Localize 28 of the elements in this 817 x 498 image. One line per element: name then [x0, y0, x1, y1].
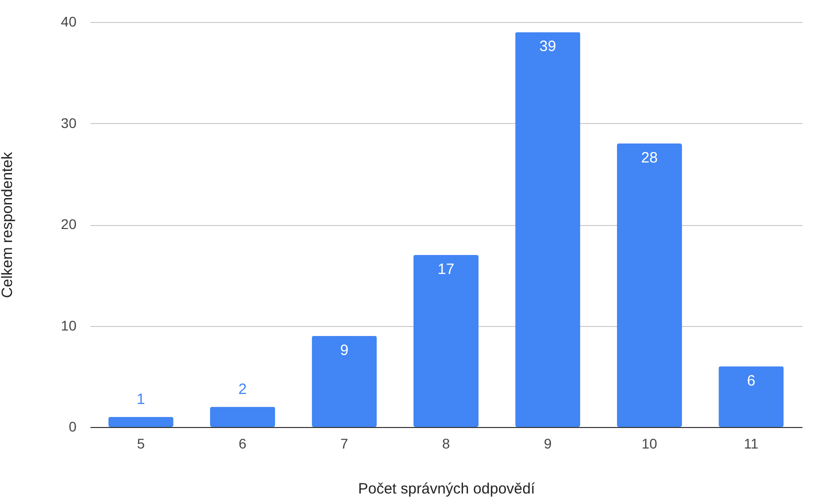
- bar: [210, 406, 276, 427]
- bar: [108, 416, 174, 427]
- data-label: 2: [238, 380, 247, 398]
- data-label: 28: [641, 150, 658, 166]
- data-label: 39: [539, 38, 556, 56]
- x-tick-label: 5: [136, 436, 145, 452]
- x-tick-label: 8: [442, 436, 450, 452]
- x-tick-label: 9: [544, 436, 552, 452]
- x-tick-label: 6: [238, 436, 247, 452]
- x-tick-label: 10: [642, 436, 658, 452]
- y-tick-label: 0: [68, 418, 77, 434]
- y-tick-label: 10: [60, 317, 77, 334]
- bar: [616, 144, 682, 427]
- y-tick-label: 30: [60, 114, 77, 131]
- data-label: 17: [438, 260, 454, 278]
- y-tick-label: 20: [60, 216, 77, 232]
- data-label: 1: [136, 390, 146, 408]
- y-tick-label: 40: [60, 14, 77, 30]
- bar: [413, 254, 479, 427]
- x-tick-label: 7: [340, 436, 348, 452]
- y-axis-title: Celkem respondentek: [0, 152, 16, 298]
- x-axis-title: Počet správných odpovědí: [358, 480, 536, 498]
- data-label: 6: [746, 372, 756, 390]
- bar: [515, 32, 580, 427]
- bar: [312, 336, 377, 427]
- bar: [718, 366, 784, 427]
- x-tick-label: 11: [744, 436, 759, 452]
- data-label: 9: [340, 342, 348, 359]
